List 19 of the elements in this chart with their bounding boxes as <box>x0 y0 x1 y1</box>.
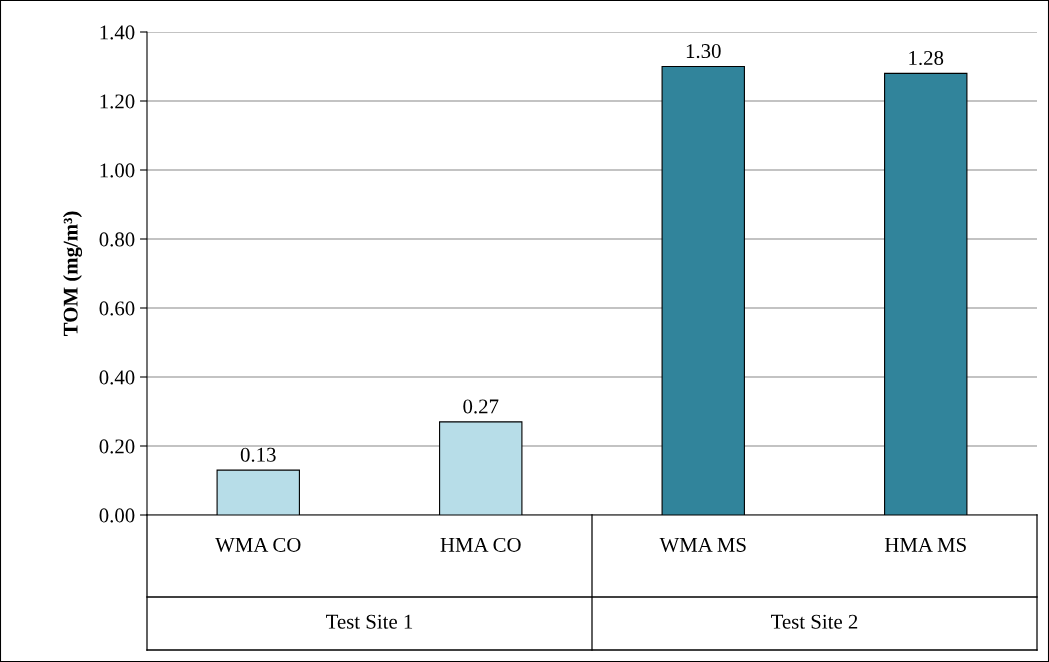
y-axis-title: TOM (mg/m³) <box>63 211 83 336</box>
y-tick-label: 0.40 <box>99 370 135 385</box>
data-label: 0.27 <box>463 399 499 414</box>
text: Test Site 2 <box>771 614 858 629</box>
y-tick-label: 1.00 <box>100 163 135 178</box>
y-tick-label: 0.00 <box>99 508 135 523</box>
text: Test Site 1 <box>326 614 413 629</box>
x-tick-label: HMA MS <box>884 537 966 552</box>
x-tick-label: WMA CO <box>215 537 301 552</box>
x-tick-label: WMA MS <box>659 537 746 552</box>
data-label: 0.13 <box>240 447 276 462</box>
data-label: 1.30 <box>686 44 721 59</box>
data-label: 1.28 <box>909 50 944 66</box>
y-tick-label: 1.20 <box>100 94 135 109</box>
y-tick-label: 0.60 <box>99 301 135 316</box>
y-tick-label: 0.80 <box>99 232 135 247</box>
y-tick-label: 1.40 <box>100 25 135 40</box>
x-tick-label: HMA CO <box>440 537 521 552</box>
y-tick-label: 0.20 <box>99 439 135 454</box>
